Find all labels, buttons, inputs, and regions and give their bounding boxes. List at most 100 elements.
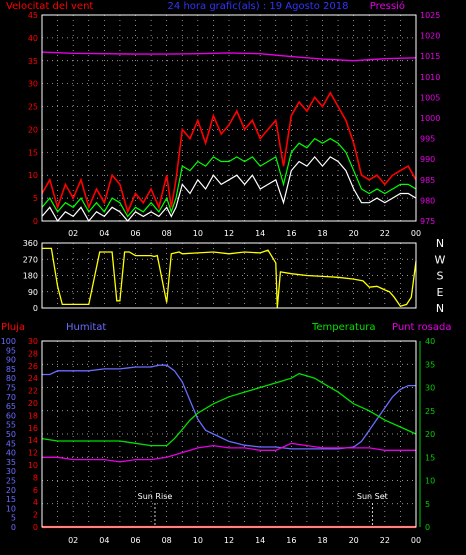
- direction-y-tick: 360: [23, 239, 38, 248]
- wind-avg-line: [41, 137, 417, 218]
- humidity-x-tick: 04: [99, 536, 109, 545]
- pressure-y-tick: 1010: [420, 73, 440, 82]
- humidity-x-tick: 18: [317, 536, 327, 545]
- humidity-y-tick: 45: [6, 439, 16, 448]
- temperature-y-tick: 5: [425, 500, 430, 509]
- compass-label: E: [437, 286, 444, 299]
- wind-y-tick: 15: [28, 148, 38, 157]
- humidity-y-tick: 10: [6, 504, 16, 513]
- wind-speed-line: [41, 155, 417, 223]
- humidity-x-tick: 16: [286, 536, 296, 545]
- humidity-x-tick: 20: [349, 536, 359, 545]
- wind-x-tick: 08: [162, 229, 172, 238]
- humidity-y-tick: 75: [6, 384, 16, 393]
- wind-x-tick: 00: [411, 229, 421, 238]
- pressure-line: [41, 51, 417, 62]
- wind-gust-line: [41, 91, 417, 215]
- humidity-y-tick: 20: [6, 486, 16, 495]
- wind-x-tick: 04: [99, 229, 109, 238]
- temperature-line: [41, 372, 417, 447]
- sun-event-label: Sun Rise: [138, 492, 173, 501]
- pressure-y-tick: 1025: [420, 11, 440, 20]
- rain-y-tick: 10: [28, 461, 38, 470]
- dewpoint-line: [42, 442, 416, 463]
- pressure-y-tick: 985: [420, 176, 435, 185]
- wind-y-tick: 5: [33, 194, 38, 203]
- rain-y-tick: 20: [28, 399, 38, 408]
- temperature-y-tick: 10: [425, 477, 435, 486]
- direction-y-tick: 180: [23, 272, 38, 281]
- humidity-x-tick: 14: [255, 536, 265, 545]
- pressure-y-tick: 990: [420, 155, 435, 164]
- compass-label: N: [436, 302, 444, 315]
- humidity-y-tick: 50: [6, 430, 16, 439]
- wind-x-tick: 20: [349, 229, 359, 238]
- chart-title: 24 hora grafic(als) : 19 Agosto 2018: [168, 1, 349, 12]
- pressure-y-tick: 1020: [420, 32, 440, 41]
- rain-y-tick: 12: [28, 449, 38, 458]
- temperature-y-tick: 25: [425, 407, 435, 416]
- pressure-y-tick: 975: [420, 217, 435, 226]
- temperature-y-tick: 15: [425, 453, 435, 462]
- wind-y-tick: 20: [28, 125, 38, 134]
- compass-label: S: [437, 270, 444, 283]
- pressure-y-tick: 1000: [420, 114, 440, 123]
- wind-x-tick: 18: [317, 229, 327, 238]
- wind-y-tick: 30: [28, 80, 38, 89]
- wind-x-tick: 14: [255, 229, 265, 238]
- rain-y-tick: 8: [33, 473, 38, 482]
- rain-y-tick: 0: [33, 523, 38, 532]
- direction-y-tick: 0: [33, 304, 38, 313]
- wind-y-tick: 25: [28, 103, 38, 112]
- rain-y-tick: 24: [28, 374, 38, 383]
- rain-y-tick: 18: [28, 411, 38, 420]
- compass-label: N: [436, 237, 444, 250]
- wind-x-tick: 06: [130, 229, 140, 238]
- wind-x-tick: 16: [286, 229, 296, 238]
- humidity-x-tick: 22: [380, 536, 390, 545]
- wind-y-tick: 35: [28, 57, 38, 66]
- rain-y-tick: 2: [33, 511, 38, 520]
- humidity-x-tick: 00: [411, 536, 421, 545]
- direction-y-tick: 270: [23, 255, 38, 264]
- humidity-line: [42, 364, 416, 450]
- temperature-y-tick: 40: [425, 337, 435, 346]
- temperature-y-tick: 0: [425, 523, 430, 532]
- rain-y-tick: 6: [33, 486, 38, 495]
- humidity-y-tick: 65: [6, 402, 16, 411]
- humidity-y-tick: 90: [6, 356, 16, 365]
- pressure-y-tick: 1015: [420, 52, 440, 61]
- wind-x-tick: 02: [68, 229, 78, 238]
- humidity-y-tick: 85: [6, 365, 16, 374]
- wind-x-tick: 22: [380, 229, 390, 238]
- pressure-y-tick: 980: [420, 196, 435, 205]
- humidity-y-tick: 100: [1, 337, 16, 346]
- wind-panel-frame: [41, 14, 417, 222]
- wind-y-tick: 40: [28, 34, 38, 43]
- dewpoint-label: Punt rosada: [392, 322, 451, 333]
- pressure-label: Pressió: [370, 0, 405, 12]
- wind-y-tick: 10: [28, 171, 38, 180]
- humidity-label: Humitat: [66, 322, 106, 333]
- rain-y-tick: 4: [33, 498, 38, 507]
- rain-y-tick: 26: [28, 362, 38, 371]
- sun-event-label: Sun Set: [357, 492, 388, 501]
- rain-y-tick: 30: [28, 337, 38, 346]
- rain-label: Pluja: [1, 322, 25, 333]
- humidity-x-tick: 06: [130, 536, 140, 545]
- humidity-panel-frame: [41, 340, 417, 528]
- humidity-y-tick: 60: [6, 411, 16, 420]
- rain-y-tick: 16: [28, 424, 38, 433]
- humidity-x-tick: 10: [193, 536, 203, 545]
- temperature-y-tick: 20: [425, 430, 435, 439]
- humidity-x-tick: 02: [68, 536, 78, 545]
- humidity-x-tick: 08: [162, 536, 172, 545]
- compass-label: W: [435, 253, 446, 266]
- direction-panel-frame: [41, 242, 417, 309]
- rain-y-tick: 28: [28, 349, 38, 358]
- wind-x-tick: 10: [193, 229, 203, 238]
- rain-y-tick: 22: [28, 387, 38, 396]
- wind-x-tick: 12: [224, 229, 234, 238]
- humidity-y-tick: 95: [6, 346, 16, 355]
